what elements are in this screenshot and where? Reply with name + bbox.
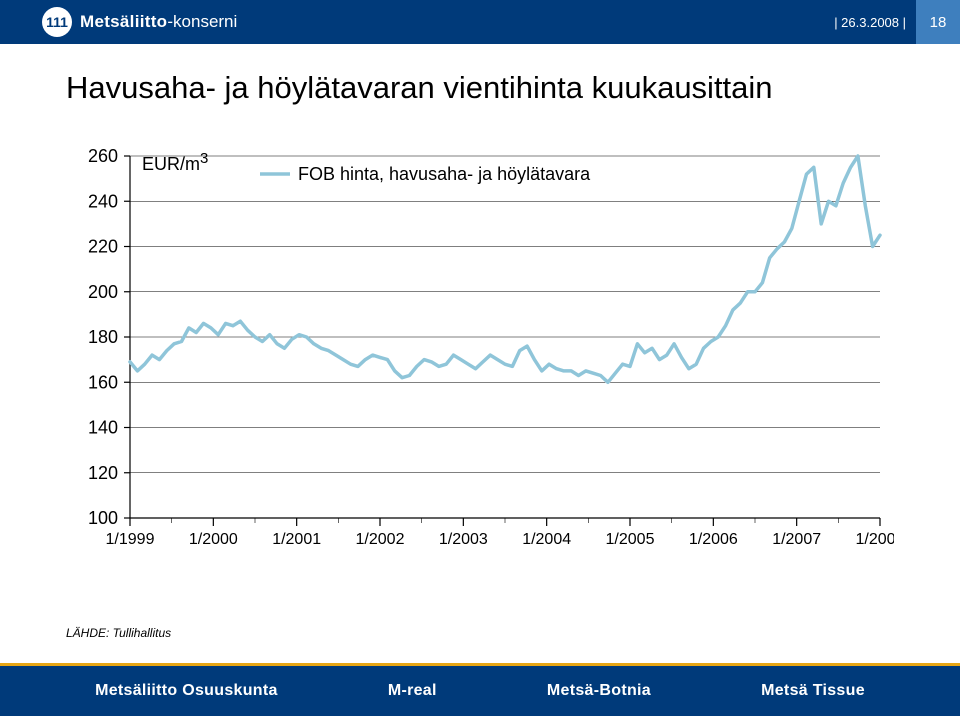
svg-text:120: 120 xyxy=(88,463,118,483)
source-label: LÄHDE: Tullihallitus xyxy=(66,626,171,640)
page-number: 18 xyxy=(930,14,947,31)
date-label: | 26.3.2008 | xyxy=(834,15,906,30)
svg-text:180: 180 xyxy=(88,327,118,347)
svg-text:160: 160 xyxy=(88,372,118,392)
brand-logo: 111 xyxy=(42,7,72,37)
header-right: | 26.3.2008 | 18 xyxy=(834,0,960,44)
footer-item-1: Metsäliitto Osuuskunta xyxy=(95,682,278,700)
svg-text:1/2006: 1/2006 xyxy=(689,531,738,548)
page-number-box: 18 xyxy=(916,0,960,44)
brand-name: Metsäliitto-konserni xyxy=(80,12,237,32)
svg-text:200: 200 xyxy=(88,282,118,302)
brand-logo-text: 111 xyxy=(46,14,68,30)
footer-item-3: Metsä-Botnia xyxy=(547,682,651,700)
svg-text:140: 140 xyxy=(88,418,118,438)
svg-text:1/2002: 1/2002 xyxy=(356,531,405,548)
header-bar: 111 Metsäliitto-konserni | 26.3.2008 | 1… xyxy=(0,0,960,44)
footer-item-4: Metsä Tissue xyxy=(761,682,865,700)
svg-text:1/2003: 1/2003 xyxy=(439,531,488,548)
svg-text:1/2008: 1/2008 xyxy=(856,531,894,548)
brand: 111 Metsäliitto-konserni xyxy=(42,7,237,37)
brand-name-main: Metsäliitto xyxy=(80,12,167,31)
svg-text:1/2001: 1/2001 xyxy=(272,531,321,548)
slide-root: 111 Metsäliitto-konserni | 26.3.2008 | 1… xyxy=(0,0,960,716)
footer-bar: Metsäliitto Osuuskunta M-real Metsä-Botn… xyxy=(0,666,960,716)
svg-text:260: 260 xyxy=(88,146,118,166)
svg-text:220: 220 xyxy=(88,237,118,257)
brand-name-sub: -konserni xyxy=(167,12,237,31)
svg-text:240: 240 xyxy=(88,191,118,211)
svg-text:1/2000: 1/2000 xyxy=(189,531,238,548)
chart-area: EUR/m3 1001201401601802002202402601/1999… xyxy=(66,140,894,580)
svg-text:1/2005: 1/2005 xyxy=(606,531,655,548)
svg-text:1/2007: 1/2007 xyxy=(772,531,821,548)
footer-item-2: M-real xyxy=(388,682,437,700)
slide-title: Havusaha- ja höylätavaran vientihinta ku… xyxy=(66,70,773,106)
svg-text:100: 100 xyxy=(88,508,118,528)
svg-text:1/2004: 1/2004 xyxy=(522,531,571,548)
svg-text:1/1999: 1/1999 xyxy=(106,531,155,548)
svg-text:FOB hinta, havusaha- ja höylät: FOB hinta, havusaha- ja höylätavara xyxy=(298,164,591,184)
line-chart: 100 120 140 160 180 200 220 240 260 1/1999 1/2000 1… xyxy=(66,140,894,580)
